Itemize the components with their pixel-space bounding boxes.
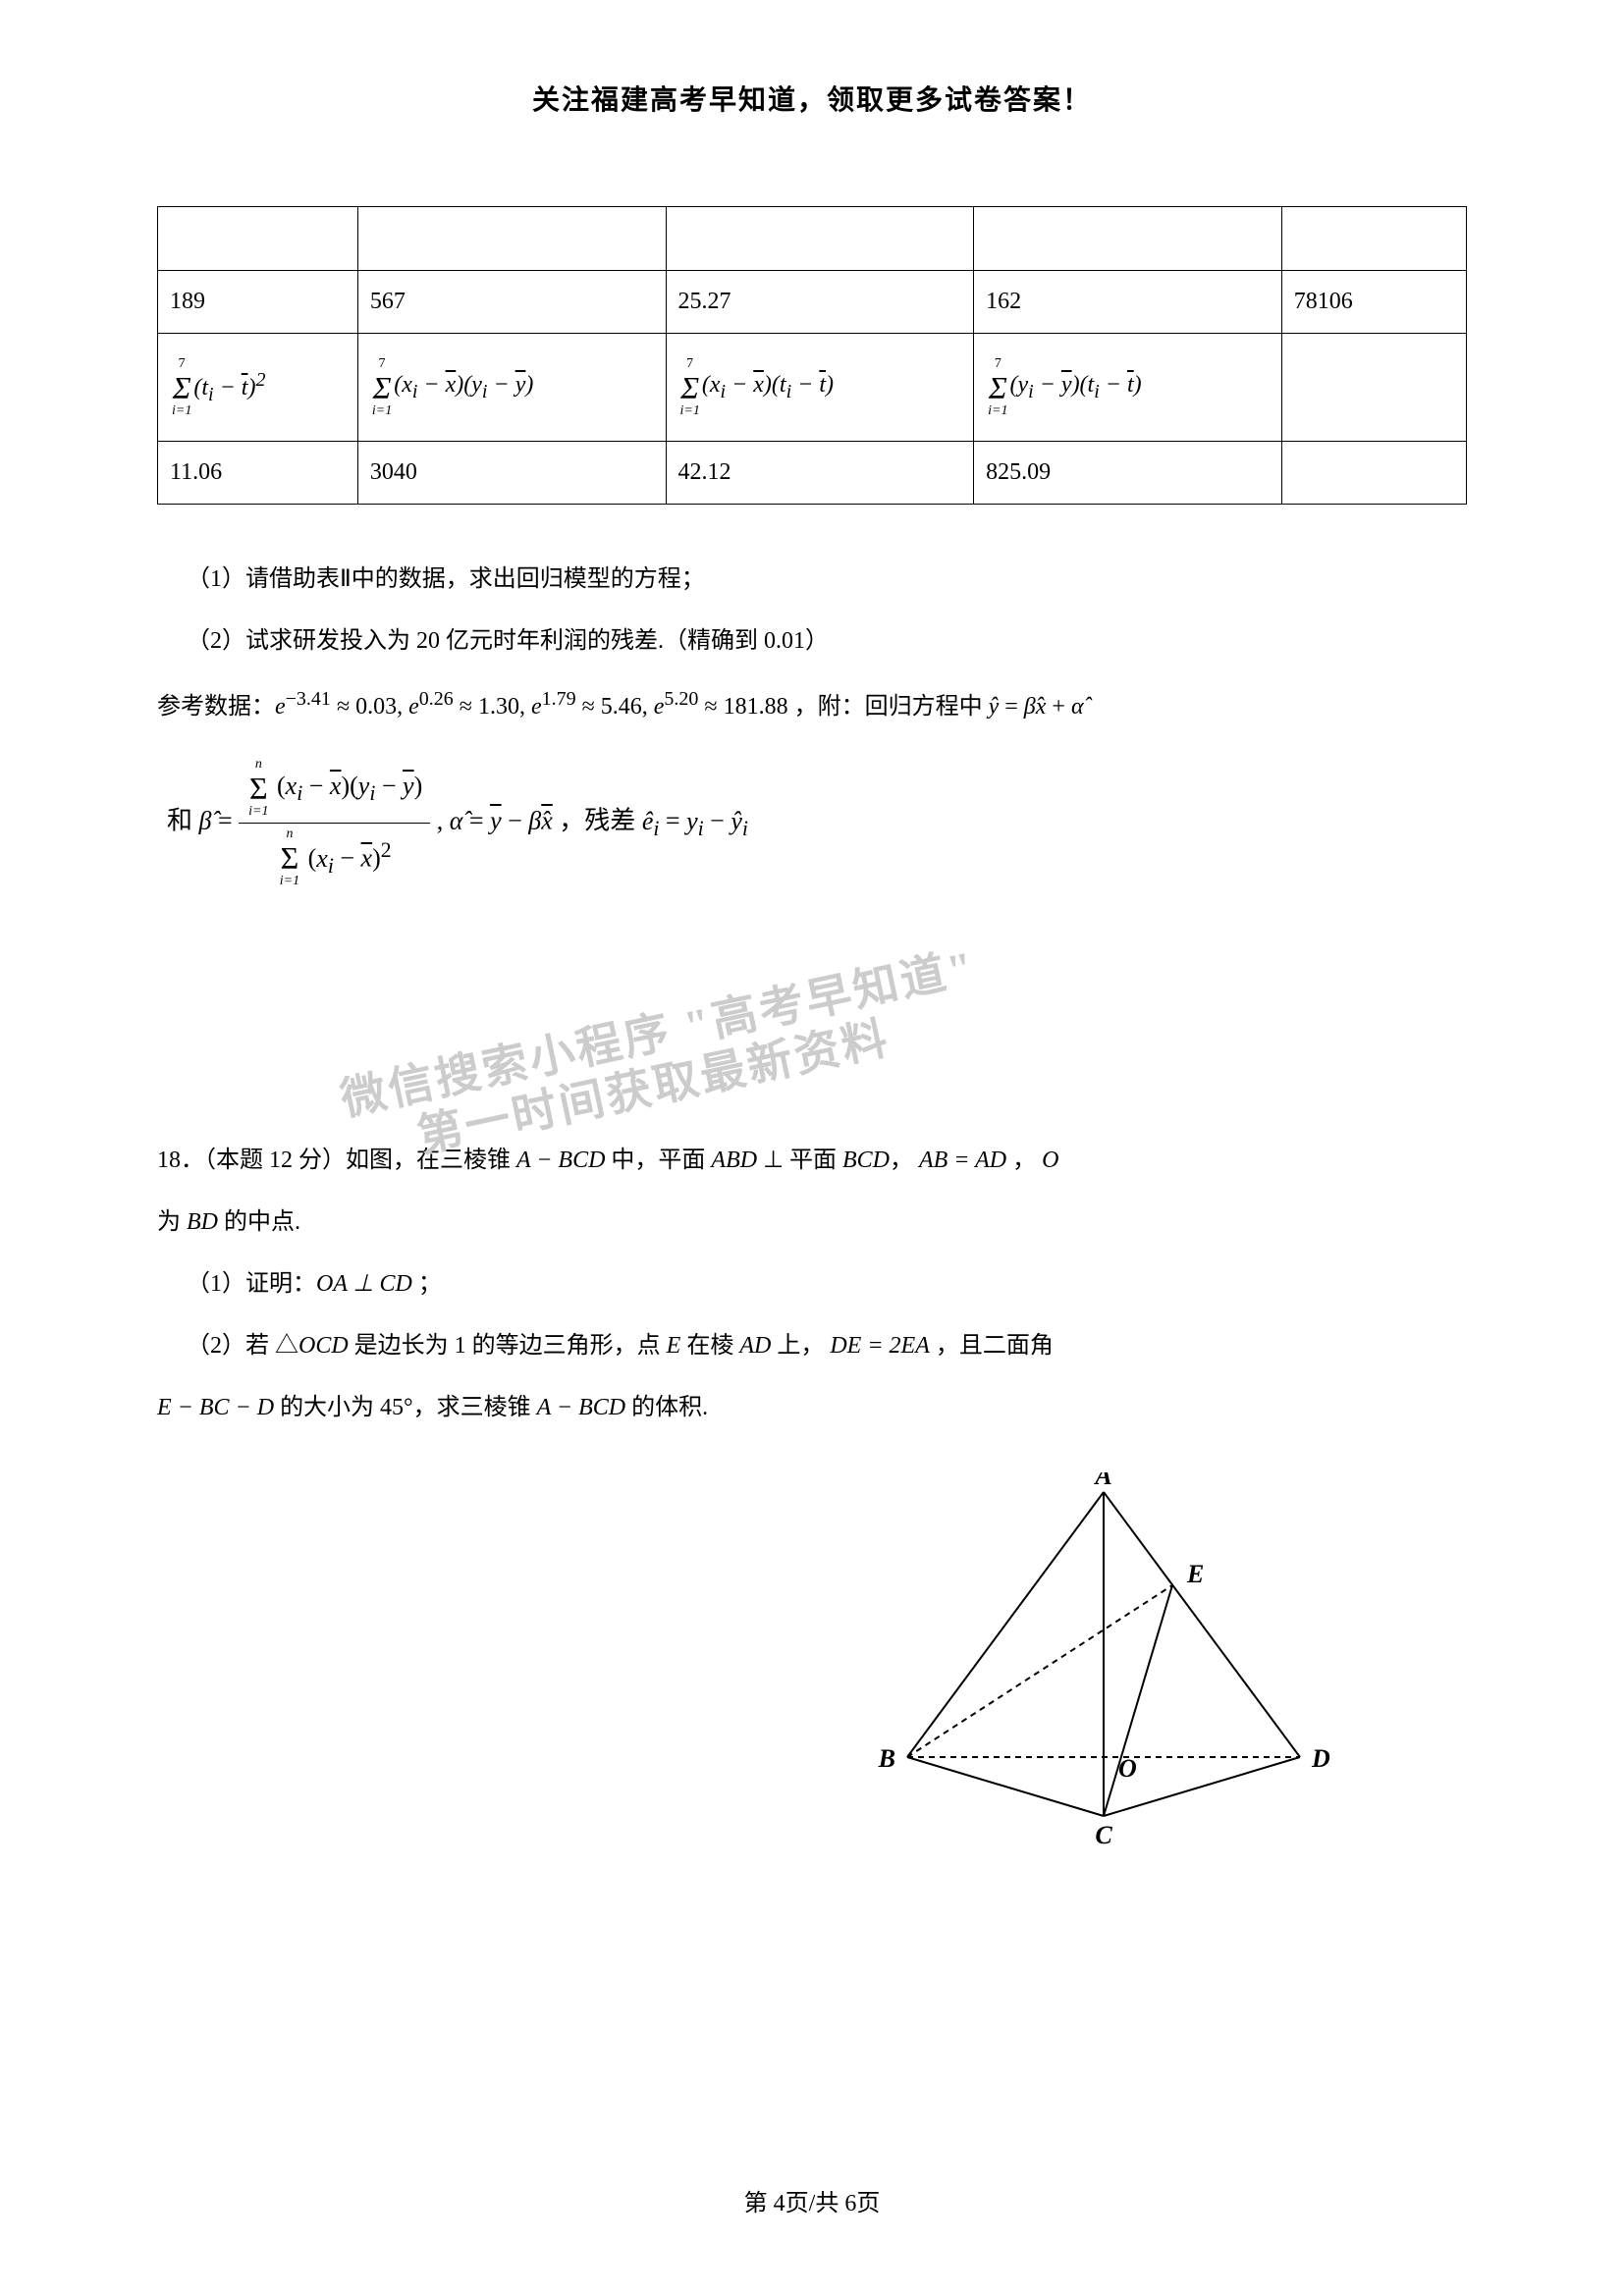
problem18-sub1: （1）证明：OA ⊥ CD ； [157, 1258, 1467, 1310]
cell-r3c1: 11.06 [158, 442, 358, 505]
label-E: E [1186, 1560, 1204, 1588]
table-row: 189 567 25.27 162 78106 [158, 271, 1467, 334]
problem17-sub1: （1）请借助表Ⅱ中的数据，求出回归模型的方程； [157, 554, 1467, 606]
cell-r1c5: 78106 [1281, 271, 1466, 334]
header-banner: 关注福建高考早知道，领取更多试卷答案！ [157, 79, 1467, 118]
problem18-sub2-cont: E − BC − D 的大小为 45°，求三棱锥 A − BCD 的体积. [157, 1382, 1467, 1434]
page-number: 第 4页/共 6页 [0, 2183, 1624, 2217]
problem18-intro: 18．（本题 12 分）如图，在三棱锥 A − BCD 中，平面 ABD ⊥ 平… [157, 1135, 1467, 1187]
cell-h3 [666, 207, 974, 271]
problem17-reference: 参考数据：e−3.41 ≈ 0.03, e0.26 ≈ 1.30, e1.79 … [157, 677, 1467, 733]
cell-r3c2: 3040 [357, 442, 666, 505]
cell-r1c3: 25.27 [666, 271, 974, 334]
cell-r1c1: 189 [158, 271, 358, 334]
edge-BE [907, 1585, 1172, 1757]
edge-BC [907, 1757, 1104, 1816]
problem18-intro-cont: 为 BD 的中点. [157, 1197, 1467, 1249]
diagram-container: A B C D E O [157, 1472, 1467, 1865]
edge-EC [1104, 1585, 1172, 1816]
table-formula-row: 7Σi=1(ti − t)2 7Σi=1(xi − x)(yi − y) 7Σi… [158, 334, 1467, 442]
cell-h5 [1281, 207, 1466, 271]
label-B: B [878, 1744, 895, 1773]
label-C: C [1095, 1821, 1112, 1849]
edge-AB [907, 1492, 1104, 1757]
table-header-row [158, 207, 1467, 271]
problem18-sub2: （2）若 △OCD 是边长为 1 的等边三角形，点 E 在棱 AD 上， DE … [157, 1320, 1467, 1372]
cell-f4: 7Σi=1(yi − y)(ti − t) [974, 334, 1282, 442]
cell-h1 [158, 207, 358, 271]
watermark-container: 微信搜索小程序 "高考早知道" 第一时间获取最新资料 [157, 938, 1467, 1105]
cell-r3c4: 825.09 [974, 442, 1282, 505]
cell-h2 [357, 207, 666, 271]
cell-r3c5 [1281, 442, 1466, 505]
regression-formula: 和 β̂ = nΣi=1 (xi − x)(yi − y) nΣi=1 (xi … [157, 757, 1467, 889]
label-O: O [1118, 1754, 1137, 1783]
cell-f3: 7Σi=1(xi − x)(ti − t) [666, 334, 974, 442]
tetrahedron-diagram: A B C D E O [878, 1472, 1349, 1855]
table-row: 11.06 3040 42.12 825.09 [158, 442, 1467, 505]
label-D: D [1311, 1744, 1330, 1773]
problem17-sub2: （2）试求研发投入为 20 亿元时年利润的残差.（精确到 0.01） [157, 615, 1467, 667]
label-A: A [1093, 1472, 1111, 1490]
data-table: 189 567 25.27 162 78106 7Σi=1(ti − t)2 7… [157, 206, 1467, 505]
cell-r1c4: 162 [974, 271, 1282, 334]
cell-r3c3: 42.12 [666, 442, 974, 505]
cell-f2: 7Σi=1(xi − x)(yi − y) [357, 334, 666, 442]
cell-f5 [1281, 334, 1466, 442]
cell-h4 [974, 207, 1282, 271]
cell-r1c2: 567 [357, 271, 666, 334]
cell-f1: 7Σi=1(ti − t)2 [158, 334, 358, 442]
